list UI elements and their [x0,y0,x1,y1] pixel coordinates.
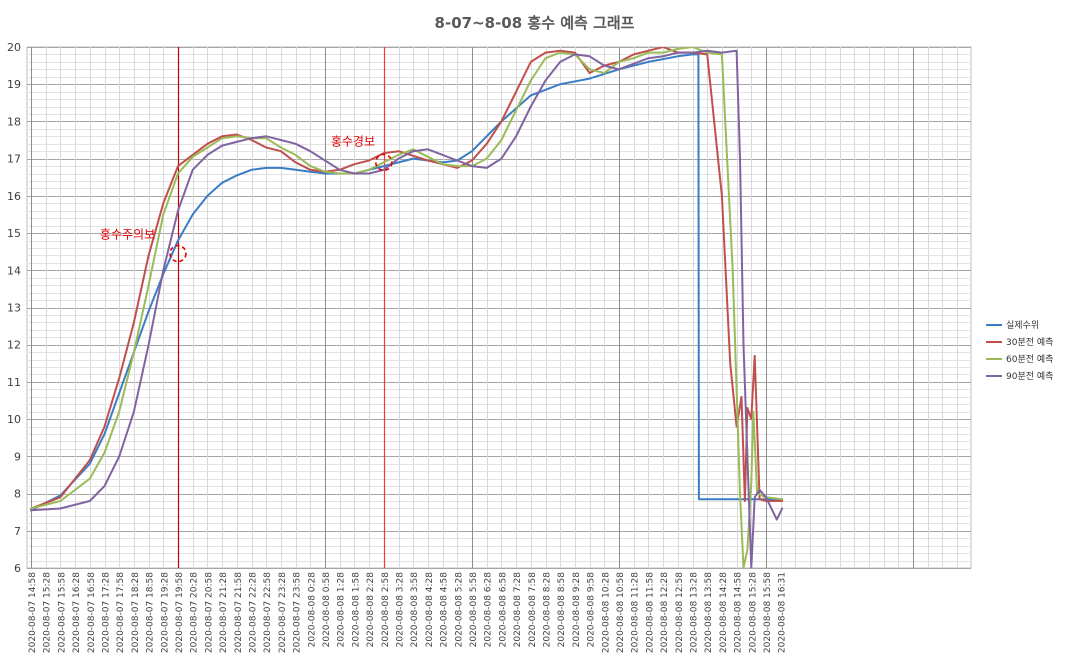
x-tick-label: 2020-08-08 0:28 [307,572,317,648]
y-tick-label: 19 [7,78,21,91]
x-tick-label: 2020-08-08 9:58 [587,572,597,648]
x-tick-label: 2020-08-07 22:58 [263,572,273,653]
x-tick-label: 2020-08-07 20:58 [204,572,214,653]
x-tick-label: 2020-08-07 17:28 [102,572,112,653]
x-tick-label: 2020-08-07 16:58 [87,572,97,653]
x-tick-label: 2020-08-08 11:58 [645,572,655,653]
x-tick-label: 2020-08-07 21:58 [234,572,244,653]
x-tick-label: 2020-08-07 21:28 [219,572,229,653]
x-tick-label: 2020-08-08 10:58 [616,572,626,653]
annotation-label: 홍수경보 [331,135,375,149]
x-tick-label: 2020-08-08 13:58 [704,572,714,653]
y-tick-label: 20 [7,41,21,54]
y-tick-label: 8 [14,488,21,501]
x-tick-label: 2020-08-07 18:58 [146,572,156,653]
x-tick-label: 2020-08-08 6:28 [484,572,494,648]
grid-layer [26,46,972,569]
y-tick-label: 7 [14,525,21,538]
x-tick-label: 2020-08-08 5:28 [454,572,464,648]
x-tick-label: 2020-08-08 16:31 [778,572,788,653]
legend-swatch [986,323,1002,326]
x-tick-label: 2020-08-07 16:28 [72,572,82,653]
x-tick-label: 2020-08-08 14:58 [734,572,744,653]
y-tick-label: 15 [7,227,21,240]
x-tick-label: 2020-08-08 13:28 [690,572,700,653]
y-tick-label: 14 [7,264,21,277]
series-layer [30,47,784,568]
x-tick-label: 2020-08-08 2:58 [381,572,391,648]
x-tick-label: 2020-08-08 6:58 [498,572,508,648]
plot-area [26,46,972,569]
y-tick-label: 11 [7,376,21,389]
x-tick-label: 2020-08-08 14:28 [719,572,729,653]
x-tick-label: 2020-08-07 17:58 [116,572,126,653]
x-tick-label: 2020-08-07 19:58 [175,572,185,653]
y-tick-label: 10 [7,413,21,426]
y-tick-label: 6 [14,562,21,575]
y-tick-label: 18 [7,115,21,128]
legend: 실제수위 30분전 예측 60분전 예측 90분전 예측 [986,316,1053,384]
legend-swatch [986,340,1002,343]
x-tick-label: 2020-08-08 8:58 [557,572,567,648]
y-tick-label: 13 [7,302,21,315]
x-tick-label: 2020-08-08 12:58 [675,572,685,653]
axis-layer: 6 7 8 9 10 11 12 13 14 15 16 17 18 19 20 2020-08-07 14:… [7,41,788,653]
x-tick-label: 2020-08-07 14:58 [28,572,38,653]
threshold-marker [169,244,187,263]
x-tick-label: 2020-08-08 10:28 [601,572,611,653]
x-tick-label: 2020-08-07 20:28 [190,572,200,653]
annotation-layer: 홍수주의보 홍수경보 [100,135,393,263]
series-line [30,47,784,568]
x-tick-label: 2020-08-08 0:58 [322,572,332,648]
legend-swatch [986,357,1002,360]
series-line [30,47,784,510]
x-tick-label: 2020-08-08 15:58 [763,572,773,653]
legend-label: 60분전 예측 [1006,355,1054,365]
legend-item: 60분전 예측 [986,350,1053,367]
legend-label: 90분전 예측 [1006,372,1054,382]
x-tick-label: 2020-08-07 19:28 [160,572,170,653]
legend-item: 90분전 예측 [986,367,1053,384]
x-tick-label: 2020-08-08 2:28 [366,572,376,648]
x-tick-label: 2020-08-07 22:28 [249,572,259,653]
y-tick-label: 9 [14,450,21,463]
annotation-label: 홍수주의보 [100,228,155,242]
legend-label: 30분전 예측 [1006,338,1054,348]
x-tick-label: 2020-08-08 8:28 [543,572,553,648]
x-tick-label: 2020-08-08 4:58 [440,572,450,648]
x-tick-label: 2020-08-08 4:28 [425,572,435,648]
x-tick-label: 2020-08-08 7:28 [513,572,523,648]
x-tick-label: 2020-08-08 11:28 [631,572,641,653]
series-line [30,49,784,568]
x-tick-label: 2020-08-07 15:28 [43,572,53,653]
x-tick-label: 2020-08-08 12:28 [660,572,670,653]
x-tick-label: 2020-08-07 23:58 [293,572,303,653]
x-tick-label: 2020-08-08 15:28 [748,572,758,653]
x-tick-label: 2020-08-08 3:58 [410,572,420,648]
x-tick-label: 2020-08-08 5:58 [469,572,479,648]
legend-swatch [986,374,1002,377]
x-tick-label: 2020-08-08 1:28 [337,572,347,648]
y-tick-label: 17 [7,153,21,166]
x-tick-label: 2020-08-07 15:58 [57,572,67,653]
chart-title: 8-07~8-08 홍수 예측 그래프 [434,14,635,32]
x-tick-label: 2020-08-07 18:28 [131,572,141,653]
legend-item: 실제수위 [986,316,1053,333]
legend-label: 실제수위 [1006,321,1040,331]
x-tick-label: 2020-08-07 23:28 [278,572,288,653]
legend-item: 30분전 예측 [986,333,1053,350]
x-tick-label: 2020-08-08 1:58 [351,572,361,648]
x-tick-label: 2020-08-08 3:28 [396,572,406,648]
y-tick-label: 12 [7,339,21,352]
y-tick-label: 16 [7,190,21,203]
x-tick-label: 2020-08-08 9:28 [572,572,582,648]
threshold-marker [374,153,393,172]
x-tick-label: 2020-08-08 7:58 [528,572,538,648]
